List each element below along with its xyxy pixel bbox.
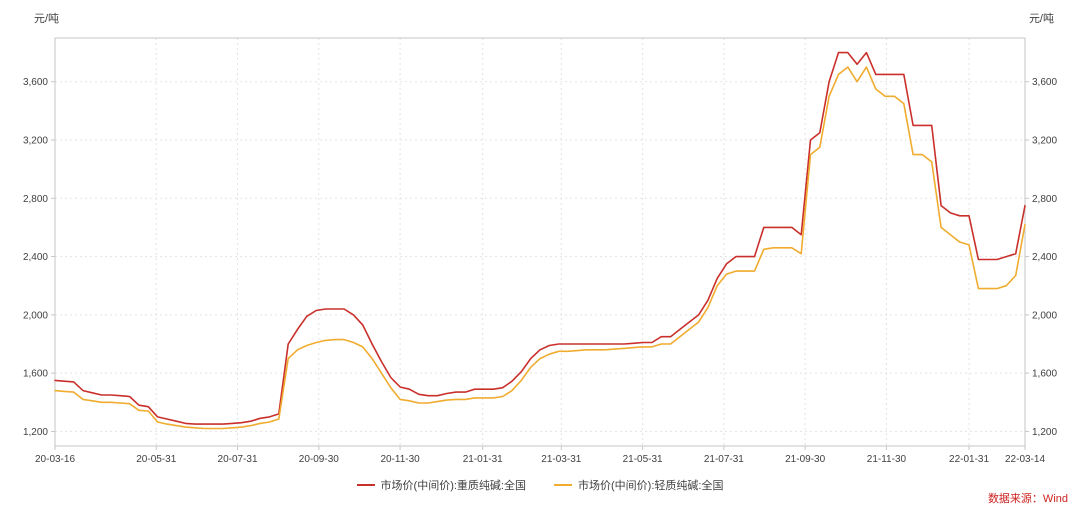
svg-text:3,200: 3,200 bbox=[23, 136, 48, 147]
svg-text:20-11-30: 20-11-30 bbox=[380, 454, 420, 465]
data-source-label: 数据来源：Wind bbox=[987, 493, 1068, 505]
legend-item-heavy-soda-ash[interactable]: 市场价(中间价):重质纯碱:全国 bbox=[356, 477, 526, 493]
svg-text:2,800: 2,800 bbox=[23, 194, 48, 205]
svg-text:2,000: 2,000 bbox=[1032, 310, 1057, 321]
svg-text:3,200: 3,200 bbox=[1032, 136, 1057, 147]
svg-text:22-03-14: 22-03-14 bbox=[1005, 454, 1045, 465]
svg-text:21-11-30: 21-11-30 bbox=[867, 454, 907, 465]
svg-text:20-09-30: 20-09-30 bbox=[299, 454, 339, 465]
svg-text:2,800: 2,800 bbox=[1032, 194, 1057, 205]
svg-text:3,600: 3,600 bbox=[1032, 77, 1057, 88]
svg-text:3,600: 3,600 bbox=[23, 77, 48, 88]
svg-text:20-03-16: 20-03-16 bbox=[35, 454, 75, 465]
svg-text:21-09-30: 21-09-30 bbox=[785, 454, 825, 465]
legend-swatch-red-line bbox=[356, 484, 375, 486]
legend-item-light-soda-ash[interactable]: 市场价(中间价):轻质纯碱:全国 bbox=[554, 477, 723, 493]
svg-text:21-03-31: 21-03-31 bbox=[541, 454, 581, 465]
legend-label-light-soda-ash: 市场价(中间价):轻质纯碱:全国 bbox=[578, 480, 724, 492]
svg-text:1,200: 1,200 bbox=[1032, 427, 1057, 438]
svg-text:20-07-31: 20-07-31 bbox=[218, 454, 258, 465]
y-axis-unit-left: 元/吨 bbox=[34, 13, 60, 25]
chart-legend: 市场价(中间价):重质纯碱:全国 市场价(中间价):轻质纯碱:全国 bbox=[0, 477, 1080, 493]
svg-text:21-05-31: 21-05-31 bbox=[623, 454, 663, 465]
svg-text:21-01-31: 21-01-31 bbox=[463, 454, 503, 465]
svg-text:1,600: 1,600 bbox=[1032, 369, 1057, 380]
svg-text:21-07-31: 21-07-31 bbox=[704, 454, 744, 465]
svg-text:2,400: 2,400 bbox=[23, 252, 48, 263]
svg-text:1,200: 1,200 bbox=[23, 427, 48, 438]
svg-text:2,000: 2,000 bbox=[23, 310, 48, 321]
legend-label-heavy-soda-ash: 市场价(中间价):重质纯碱:全国 bbox=[380, 480, 526, 492]
svg-text:1,600: 1,600 bbox=[23, 369, 48, 380]
legend-swatch-yellow-line bbox=[554, 484, 572, 486]
y-axis-unit-right: 元/吨 bbox=[1028, 13, 1054, 25]
svg-text:22-01-31: 22-01-31 bbox=[949, 454, 989, 465]
svg-text:2,400: 2,400 bbox=[1032, 252, 1057, 263]
svg-text:20-05-31: 20-05-31 bbox=[136, 454, 176, 465]
